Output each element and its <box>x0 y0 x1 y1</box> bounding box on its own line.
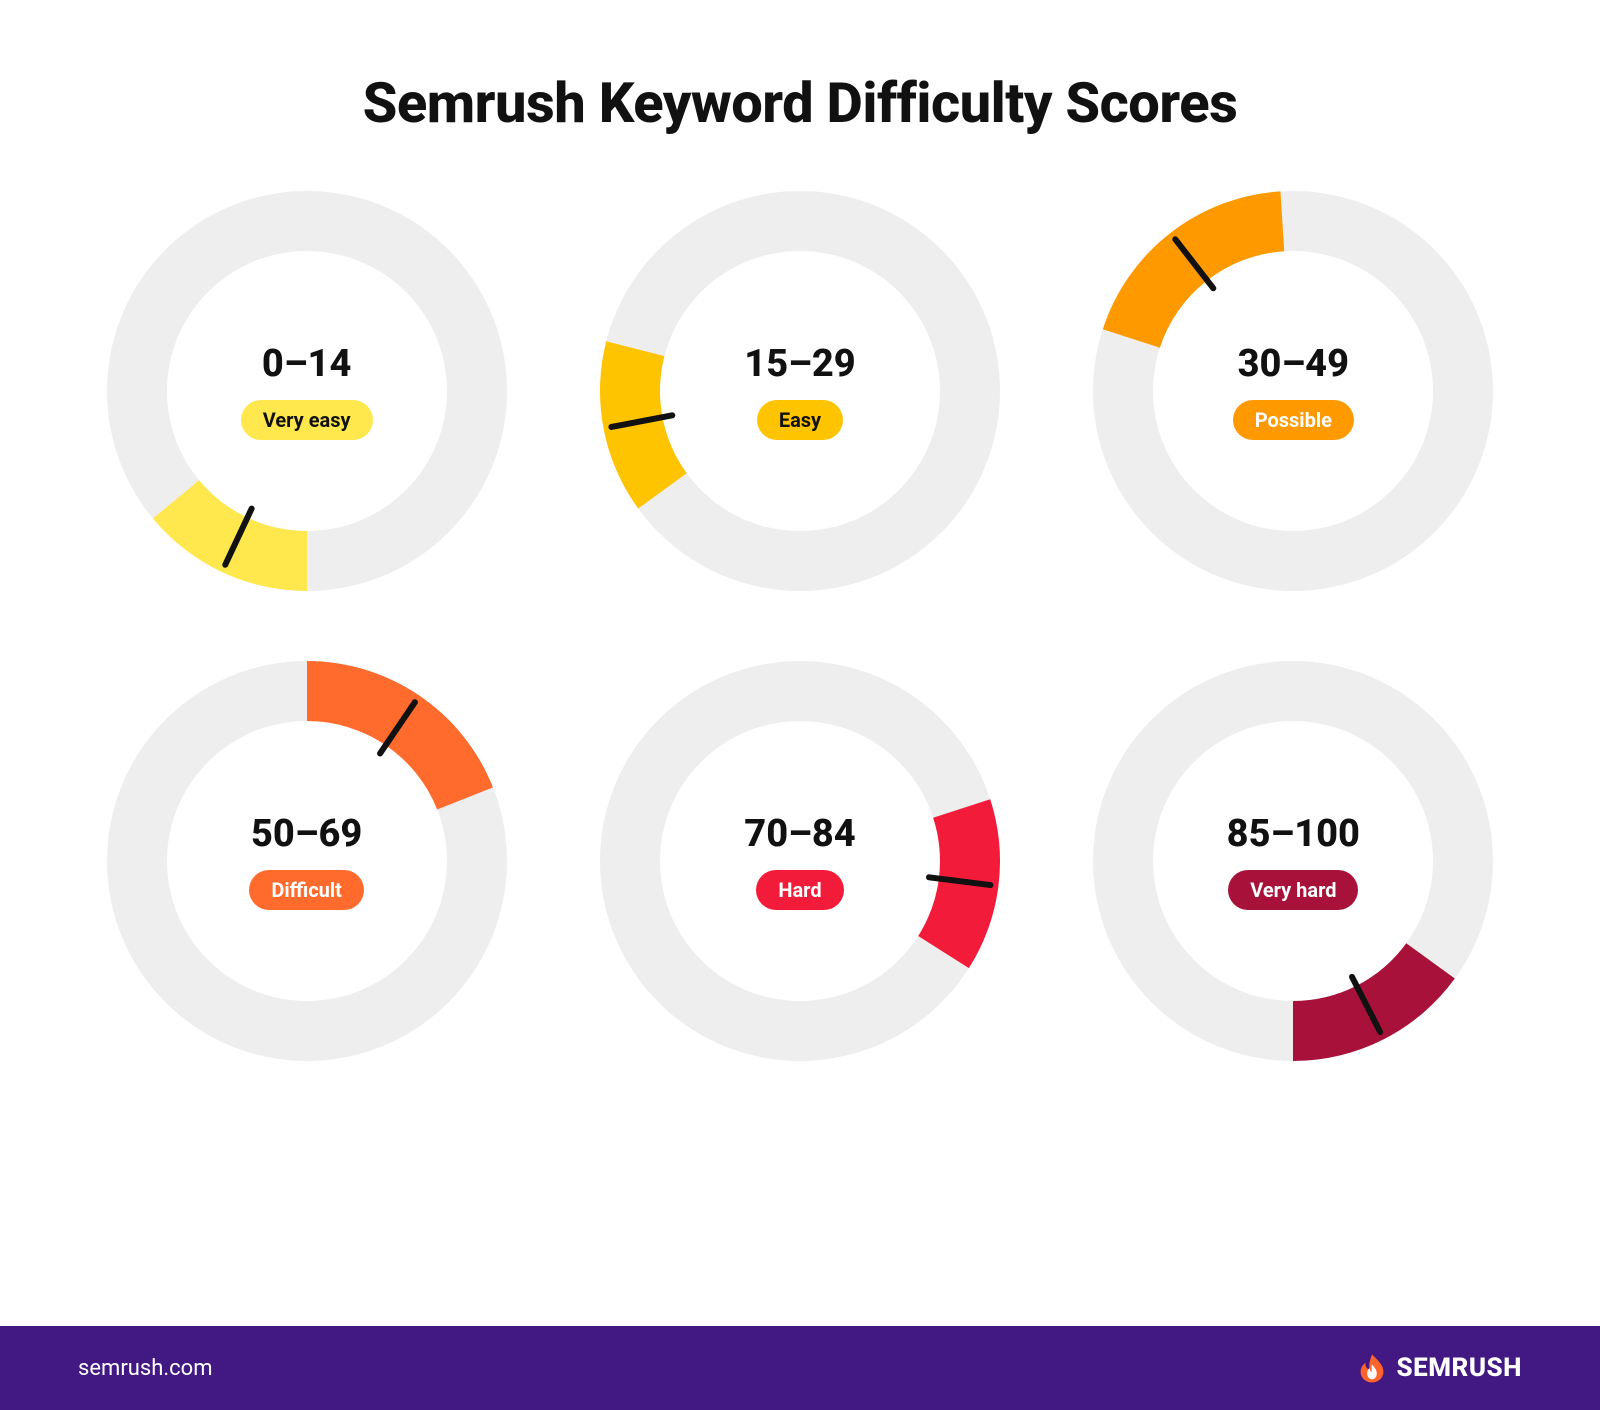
difficulty-pill: Easy <box>757 400 843 440</box>
gauge-grid: 0–14 Very easy 15–29 Easy 30–49 Possible 50–69… <box>0 186 1600 1066</box>
gauge-center: 70–84 Hard <box>595 656 1005 1066</box>
gauge-range: 85–100 <box>1227 812 1360 856</box>
gauge-0: 0–14 Very easy <box>102 186 512 596</box>
gauge-1: 15–29 Easy <box>595 186 1005 596</box>
difficulty-pill: Very easy <box>241 400 373 440</box>
difficulty-pill: Hard <box>756 870 843 910</box>
brand-text: SEMRUSH <box>1397 1353 1522 1383</box>
gauge-range: 0–14 <box>262 342 351 386</box>
difficulty-pill: Difficult <box>249 870 364 910</box>
gauge-center: 0–14 Very easy <box>102 186 512 596</box>
gauge-5: 85–100 Very hard <box>1088 656 1498 1066</box>
gauge-center: 50–69 Difficult <box>102 656 512 1066</box>
gauge-range: 30–49 <box>1238 342 1349 386</box>
difficulty-pill: Possible <box>1233 400 1354 440</box>
page-title: Semrush Keyword Difficulty Scores <box>0 70 1600 136</box>
footer-url: semrush.com <box>78 1356 213 1381</box>
gauge-3: 50–69 Difficult <box>102 656 512 1066</box>
gauge-2: 30–49 Possible <box>1088 186 1498 596</box>
gauge-range: 50–69 <box>251 812 362 856</box>
difficulty-pill: Very hard <box>1228 870 1358 910</box>
brand-logo: SEMRUSH <box>1357 1353 1522 1383</box>
footer-bar: semrush.com SEMRUSH <box>0 1326 1600 1410</box>
gauge-range: 15–29 <box>744 342 855 386</box>
flame-icon <box>1357 1353 1387 1383</box>
gauge-center: 85–100 Very hard <box>1088 656 1498 1066</box>
gauge-center: 30–49 Possible <box>1088 186 1498 596</box>
gauge-range: 70–84 <box>744 812 855 856</box>
gauge-center: 15–29 Easy <box>595 186 1005 596</box>
gauge-4: 70–84 Hard <box>595 656 1005 1066</box>
